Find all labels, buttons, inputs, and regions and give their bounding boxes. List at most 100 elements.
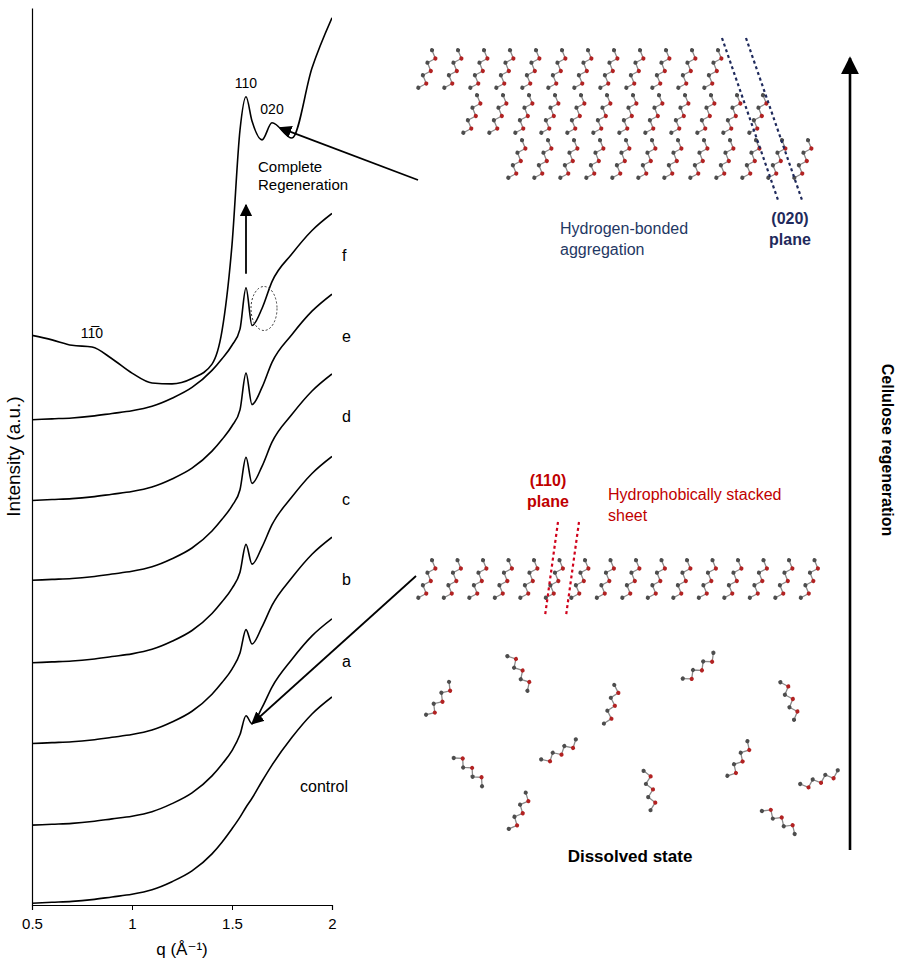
atom bbox=[778, 680, 783, 685]
atom bbox=[491, 118, 496, 123]
atom bbox=[713, 566, 718, 571]
curve bbox=[32, 697, 332, 903]
atom bbox=[617, 130, 622, 135]
molecule-backbone bbox=[571, 560, 590, 600]
atom bbox=[734, 92, 739, 97]
atom bbox=[512, 814, 518, 820]
atom bbox=[699, 667, 705, 673]
x-axis: 0.511.52 bbox=[22, 905, 337, 932]
molecule bbox=[747, 557, 772, 602]
atom bbox=[620, 595, 625, 600]
atom bbox=[606, 81, 611, 86]
molecule-backbone bbox=[470, 50, 489, 90]
molecule-backbone bbox=[704, 50, 723, 90]
molecule bbox=[506, 790, 534, 834]
atom bbox=[798, 595, 803, 600]
atom bbox=[520, 668, 526, 674]
atom bbox=[479, 774, 485, 780]
atom bbox=[704, 105, 709, 110]
atom bbox=[787, 705, 792, 710]
atom bbox=[519, 137, 524, 142]
molecule bbox=[442, 47, 467, 92]
atom bbox=[684, 81, 689, 86]
atom bbox=[556, 101, 561, 106]
molecule bbox=[676, 47, 701, 92]
atom bbox=[547, 758, 553, 764]
atom bbox=[697, 150, 702, 155]
atom bbox=[726, 158, 731, 163]
atom bbox=[428, 68, 433, 73]
peak-label: 110 bbox=[235, 75, 258, 91]
molecule bbox=[680, 650, 720, 686]
atom bbox=[801, 150, 806, 155]
atom bbox=[636, 175, 641, 180]
atom bbox=[810, 777, 815, 782]
atom bbox=[460, 755, 466, 761]
atom bbox=[651, 126, 656, 131]
atom bbox=[726, 583, 731, 588]
atom bbox=[447, 688, 453, 694]
atom bbox=[517, 802, 523, 808]
molecule bbox=[798, 557, 823, 602]
atom bbox=[653, 591, 658, 596]
atom bbox=[467, 595, 472, 600]
molecule bbox=[594, 557, 619, 602]
atom bbox=[446, 73, 451, 78]
atom bbox=[756, 570, 761, 575]
atom bbox=[656, 92, 661, 97]
atom bbox=[775, 150, 780, 155]
atom bbox=[454, 68, 459, 73]
atom bbox=[632, 81, 637, 86]
atom bbox=[588, 163, 593, 168]
atom bbox=[538, 757, 544, 763]
atom bbox=[549, 146, 554, 151]
molecule-backbone bbox=[508, 140, 527, 180]
atom bbox=[451, 60, 456, 65]
atom bbox=[558, 175, 563, 180]
molecule-backbone bbox=[509, 793, 531, 832]
atom bbox=[523, 790, 529, 796]
atom bbox=[740, 175, 745, 180]
molecule-backbone bbox=[622, 560, 641, 600]
atom bbox=[700, 158, 705, 163]
series-label: CompleteRegeneration bbox=[258, 158, 348, 193]
atom bbox=[751, 118, 756, 123]
atom bbox=[605, 708, 610, 713]
atom bbox=[624, 85, 629, 90]
atom bbox=[576, 73, 581, 78]
atom bbox=[623, 137, 628, 142]
atom bbox=[740, 759, 746, 765]
atom bbox=[528, 81, 533, 86]
atom bbox=[473, 113, 478, 118]
molecule-backbone bbox=[426, 682, 454, 718]
molecule-backbone bbox=[671, 95, 690, 135]
atom bbox=[712, 101, 717, 106]
molecule-backbone bbox=[541, 739, 579, 764]
text-line: Regeneration bbox=[258, 176, 348, 193]
atom bbox=[655, 113, 660, 118]
atom bbox=[557, 557, 562, 562]
atom bbox=[451, 755, 457, 761]
molecule-backbone bbox=[750, 560, 769, 600]
molecule bbox=[740, 137, 765, 182]
atom bbox=[527, 570, 532, 575]
highlight-ellipse bbox=[251, 286, 277, 330]
molecule-backbone bbox=[604, 685, 620, 725]
molecule bbox=[591, 92, 616, 137]
atom bbox=[509, 566, 514, 571]
atom bbox=[701, 583, 706, 588]
atom bbox=[674, 158, 679, 163]
atom bbox=[803, 583, 808, 588]
atom bbox=[654, 73, 659, 78]
atom bbox=[515, 150, 520, 155]
atom bbox=[555, 60, 560, 65]
atom bbox=[679, 591, 684, 596]
atom bbox=[708, 92, 713, 97]
atom bbox=[653, 146, 658, 151]
molecule-backbone bbox=[716, 140, 735, 180]
atom bbox=[695, 130, 700, 135]
series-label: b bbox=[342, 571, 351, 588]
atom bbox=[517, 118, 522, 123]
molecule-backbone bbox=[648, 560, 667, 600]
molecule-backbone bbox=[541, 95, 560, 135]
